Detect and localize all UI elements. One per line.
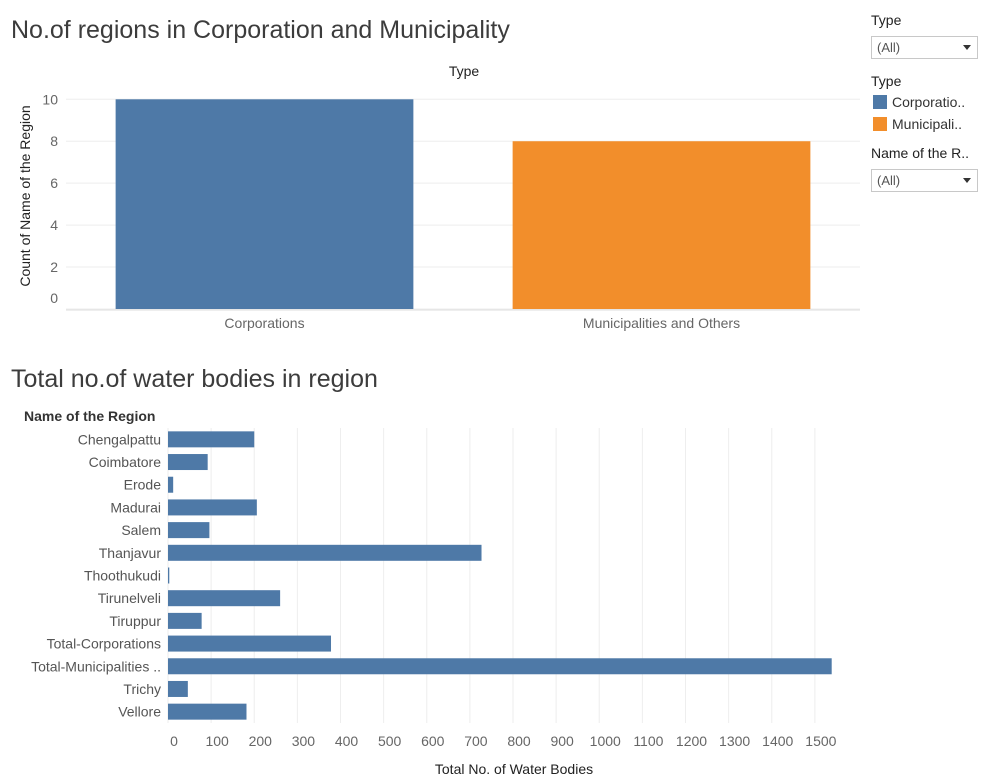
x-tick-label: Municipalities and Others xyxy=(583,315,740,331)
bar xyxy=(168,431,255,448)
bar xyxy=(168,454,208,471)
bar xyxy=(168,567,170,584)
y-tick-label: Chengalpattu xyxy=(78,431,161,447)
x-tick-label: 1400 xyxy=(762,733,793,749)
x-tick-label: 1300 xyxy=(719,733,750,749)
chart1-header: Type xyxy=(449,63,480,79)
type-filter-label: Type xyxy=(871,12,902,28)
chevron-down-icon[interactable] xyxy=(963,45,971,50)
y-tick-label: Thoothukudi xyxy=(84,568,161,584)
region-filter-dropdown[interactable]: (All) xyxy=(871,169,978,192)
y-tick-label: Tirunelveli xyxy=(98,590,161,606)
bar xyxy=(168,703,247,720)
x-tick-label: 1200 xyxy=(676,733,707,749)
y-axis-label: Count of Name of the Region xyxy=(17,105,33,286)
legend-item-corporations[interactable]: Corporatio.. xyxy=(873,94,965,112)
x-tick-label: 600 xyxy=(421,733,445,749)
y-tick-label: Total-Corporations xyxy=(47,636,161,652)
x-tick-label: 300 xyxy=(292,733,316,749)
bar xyxy=(168,635,332,652)
y-tick-label: Vellore xyxy=(118,704,161,720)
x-tick-label: 900 xyxy=(550,733,574,749)
y-tick-label: 6 xyxy=(50,175,58,191)
bar xyxy=(168,499,257,516)
y-tick-label: Coimbatore xyxy=(89,454,162,470)
bar xyxy=(168,680,188,697)
row-header: Name of the Region xyxy=(24,408,155,424)
chart2-title: Total no.of water bodies in region xyxy=(11,365,378,393)
y-tick-label: Tiruppur xyxy=(109,613,161,629)
x-tick-label: 0 xyxy=(170,733,178,749)
y-tick-label: Trichy xyxy=(123,681,161,697)
bar xyxy=(115,99,414,309)
y-tick-label: 10 xyxy=(42,91,58,107)
y-tick-label: 2 xyxy=(50,259,58,275)
y-tick-label: 0 xyxy=(50,290,58,306)
legend-label-municipalities: Municipali.. xyxy=(892,116,963,132)
bar xyxy=(168,590,281,607)
y-tick-label: Thanjavur xyxy=(99,545,162,561)
y-tick-label: 4 xyxy=(50,217,58,233)
x-tick-label: 500 xyxy=(378,733,402,749)
x-tick-label: Corporations xyxy=(224,315,304,331)
chart1-title: No.of regions in Corporation and Municip… xyxy=(11,16,510,44)
legend-swatch-municipalities xyxy=(873,117,887,131)
x-tick-label: 400 xyxy=(335,733,359,749)
chevron-down-icon[interactable] xyxy=(963,178,971,183)
legend-label-corporations: Corporatio.. xyxy=(892,94,966,110)
x-tick-label: 1100 xyxy=(633,733,663,749)
legend-item-municipalities[interactable]: Municipali.. xyxy=(873,116,962,134)
region-filter-value: (All) xyxy=(877,173,901,188)
legend-swatch-corporations xyxy=(873,95,887,109)
x-tick-label: 700 xyxy=(464,733,488,749)
bar xyxy=(168,658,832,675)
x-tick-label: 100 xyxy=(205,733,229,749)
y-tick-label: 8 xyxy=(50,133,58,149)
y-tick-label: Total-Municipalities .. xyxy=(31,658,161,674)
y-tick-label: Salem xyxy=(121,522,161,538)
y-tick-label: Madurai xyxy=(110,499,161,515)
bar xyxy=(168,476,174,493)
bar xyxy=(168,612,202,629)
y-tick-label: Erode xyxy=(124,477,162,493)
x-tick-label: 1500 xyxy=(805,733,836,749)
type-filter-dropdown[interactable]: (All) xyxy=(871,36,978,59)
x-tick-label: 1000 xyxy=(590,733,621,749)
region-filter-label: Name of the R.. xyxy=(871,145,970,161)
bar xyxy=(512,141,811,309)
bar xyxy=(168,544,482,561)
x-axis-label: Total No. of Water Bodies xyxy=(435,761,593,777)
bar xyxy=(168,522,210,539)
type-filter-value: (All) xyxy=(877,40,901,55)
x-tick-label: 800 xyxy=(507,733,531,749)
x-tick-label: 200 xyxy=(249,733,273,749)
type-legend-title: Type xyxy=(871,73,902,89)
